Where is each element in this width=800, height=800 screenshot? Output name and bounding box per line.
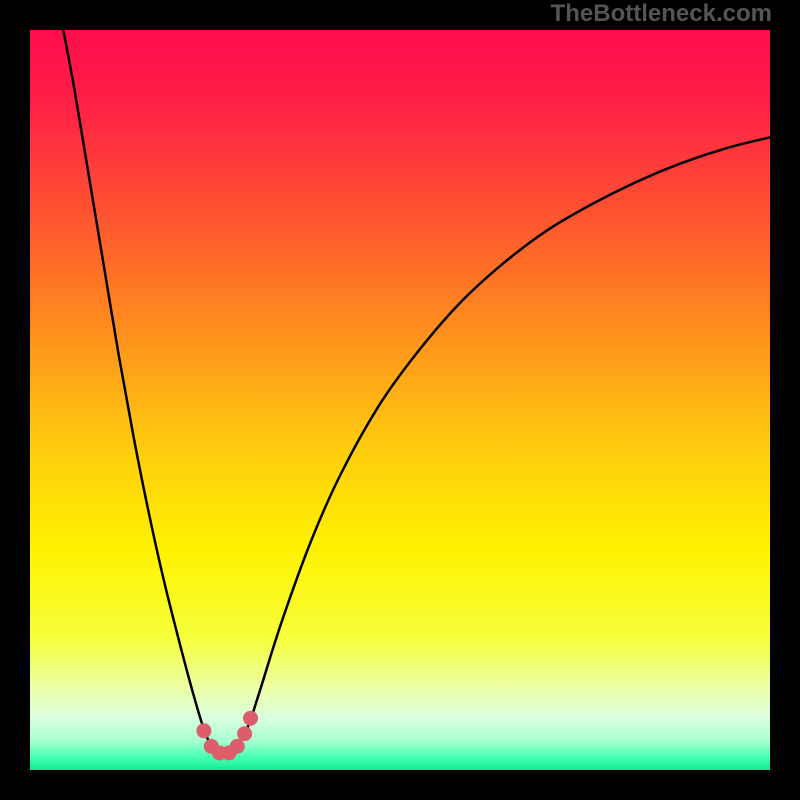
optimal-marker xyxy=(243,711,258,726)
watermark-text: TheBottleneck.com xyxy=(551,0,772,28)
curve-layer xyxy=(0,0,800,800)
optimal-marker xyxy=(230,739,245,754)
optimal-marker xyxy=(237,726,252,741)
optimal-marker xyxy=(196,723,211,738)
chart-frame: TheBottleneck.com xyxy=(0,0,800,800)
bottleneck-curve xyxy=(63,30,770,753)
